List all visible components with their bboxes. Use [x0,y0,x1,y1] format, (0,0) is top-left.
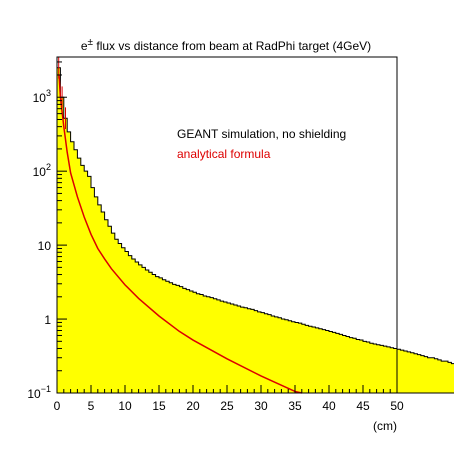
x-axis-label: (cm) [373,419,397,433]
x-tick-label: 15 [152,399,166,413]
legend-geant-label: GEANT simulation, no shielding [177,127,346,141]
x-tick-label: 35 [288,399,302,413]
x-tick-label: 40 [322,399,336,413]
plot-layer [56,57,454,394]
x-tick-label: 20 [186,399,200,413]
x-tick-label: 0 [54,399,61,413]
y-tick-label: 10 [38,239,52,253]
x-tick-label: 10 [118,399,132,413]
x-tick-label: 30 [254,399,268,413]
y-tick-label: 102 [33,162,51,179]
title-rest: flux vs distance from beam at RadPhi tar… [93,39,371,53]
analytical-curve [58,74,302,394]
x-tick-label: 45 [356,399,370,413]
x-tick-label: 25 [220,399,234,413]
histogram-geant [56,67,454,394]
x-tick-label: 5 [88,399,95,413]
legend-formula-label: analytical formula [177,147,271,161]
y-tick-label: 10−1 [27,384,51,401]
y-tick-label: 103 [33,88,51,105]
chart-title: e± flux vs distance from beam at RadPhi … [81,37,371,53]
title-prefix: e [81,39,88,53]
title-superscript: ± [88,37,94,48]
y-tick-label: 1 [44,313,51,327]
x-tick-label: 50 [390,399,404,413]
